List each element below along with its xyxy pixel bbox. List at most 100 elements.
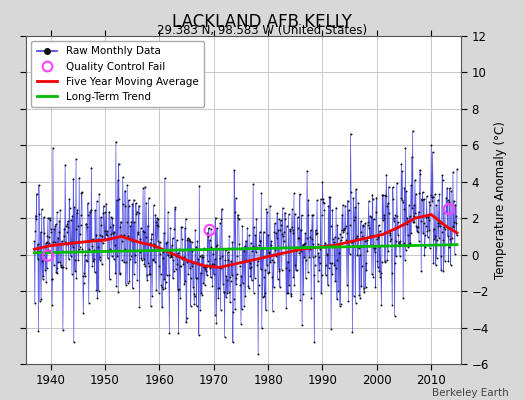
- Point: [369, 274, 377, 280]
- Point: [202, 268, 210, 274]
- Point: [86, 207, 95, 213]
- Point: [333, 222, 342, 229]
- Point: [278, 266, 286, 273]
- Point: [88, 262, 96, 269]
- Point: [182, 319, 190, 326]
- Point: [322, 262, 330, 269]
- Point: [446, 236, 454, 242]
- Point: [227, 262, 236, 268]
- Point: [148, 256, 157, 262]
- Point: [51, 223, 59, 230]
- Point: [255, 282, 263, 288]
- Point: [113, 197, 121, 203]
- Point: [144, 260, 152, 266]
- Point: [222, 294, 230, 300]
- Point: [298, 242, 307, 248]
- Point: [449, 169, 457, 175]
- Point: [432, 255, 441, 262]
- Point: [375, 222, 383, 228]
- Point: [47, 276, 56, 283]
- Point: [437, 267, 445, 273]
- Point: [191, 293, 199, 299]
- Point: [95, 190, 103, 197]
- Point: [221, 257, 230, 264]
- Point: [71, 226, 80, 232]
- Point: [130, 219, 139, 225]
- Point: [231, 306, 239, 312]
- Point: [265, 249, 273, 256]
- Point: [361, 238, 369, 245]
- Point: [147, 236, 156, 242]
- Point: [336, 231, 344, 238]
- Point: [48, 276, 57, 282]
- Point: [408, 128, 417, 134]
- Point: [195, 253, 204, 260]
- Point: [398, 168, 407, 175]
- Point: [228, 272, 236, 278]
- Point: [35, 182, 43, 188]
- Point: [315, 266, 323, 273]
- Point: [275, 268, 283, 275]
- Point: [115, 196, 123, 202]
- Point: [124, 233, 133, 239]
- Point: [187, 275, 195, 282]
- Point: [283, 290, 291, 296]
- Point: [208, 282, 216, 289]
- Point: [48, 302, 56, 308]
- Point: [211, 214, 220, 221]
- Point: [374, 264, 382, 270]
- Point: [341, 203, 350, 210]
- Point: [139, 256, 148, 262]
- Point: [429, 260, 438, 266]
- Point: [193, 238, 202, 245]
- Point: [366, 213, 374, 219]
- Point: [243, 225, 252, 232]
- Point: [47, 229, 56, 235]
- Point: [171, 204, 179, 211]
- Point: [169, 257, 178, 263]
- Point: [367, 214, 376, 220]
- Point: [178, 256, 187, 262]
- Point: [270, 259, 278, 265]
- Point: [344, 197, 352, 204]
- Point: [269, 284, 278, 290]
- Point: [315, 253, 323, 260]
- Point: [285, 266, 293, 273]
- Point: [188, 238, 196, 245]
- Point: [191, 227, 199, 233]
- Point: [229, 308, 237, 315]
- Point: [408, 154, 416, 160]
- Point: [123, 182, 132, 188]
- Point: [77, 212, 85, 218]
- Point: [442, 223, 450, 230]
- Point: [204, 233, 213, 239]
- Point: [31, 228, 39, 234]
- Point: [159, 254, 167, 261]
- Point: [37, 206, 46, 212]
- Point: [321, 272, 330, 278]
- Point: [320, 207, 329, 213]
- Point: [161, 284, 169, 291]
- Point: [400, 185, 409, 191]
- Point: [381, 193, 390, 200]
- Point: [307, 295, 315, 302]
- Point: [224, 257, 233, 264]
- Point: [365, 198, 373, 204]
- Point: [41, 267, 49, 274]
- Legend: Raw Monthly Data, Quality Control Fail, Five Year Moving Average, Long-Term Tren: Raw Monthly Data, Quality Control Fail, …: [31, 41, 204, 107]
- Point: [210, 261, 219, 268]
- Point: [384, 200, 392, 207]
- Point: [141, 262, 149, 269]
- Point: [413, 229, 422, 235]
- Point: [301, 275, 310, 281]
- Point: [369, 216, 378, 222]
- Point: [403, 232, 412, 238]
- Point: [81, 257, 90, 263]
- Point: [282, 305, 290, 311]
- Point: [363, 236, 371, 243]
- Point: [433, 237, 441, 244]
- Point: [53, 270, 62, 277]
- Point: [438, 172, 446, 179]
- Point: [59, 327, 67, 334]
- Point: [183, 236, 192, 243]
